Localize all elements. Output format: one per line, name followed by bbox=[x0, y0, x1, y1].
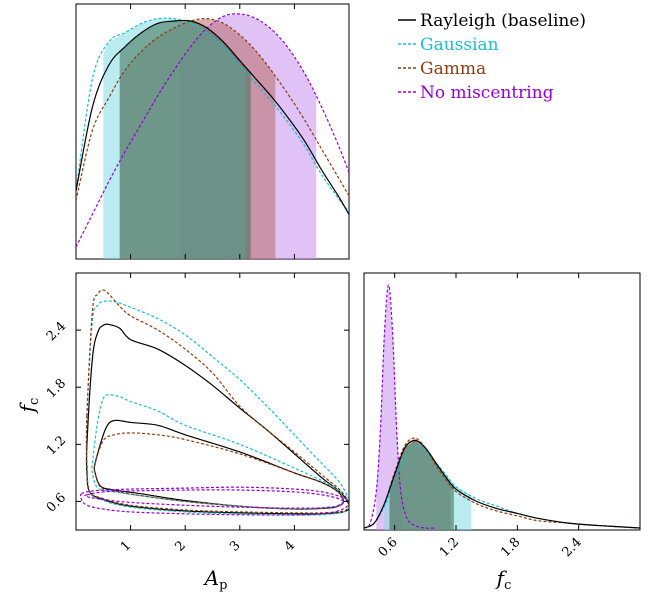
gaussian-contour-2 bbox=[85, 300, 349, 516]
x-axis-label-A_p: Ap bbox=[203, 566, 228, 593]
legend-label-rayleigh-baseline: Rayleigh (baseline) bbox=[420, 11, 586, 31]
gamma-contour-1 bbox=[93, 432, 345, 510]
x-tick-label-f-c-2: 1.8 bbox=[498, 535, 523, 560]
no-miscentring-contour-2 bbox=[79, 486, 349, 516]
legend-label-gamma: Gamma bbox=[420, 59, 486, 79]
rayleigh-baseline-pdf-curve bbox=[364, 439, 640, 529]
x-tick-label-a-p-0: 1 bbox=[118, 538, 134, 554]
no-miscentring-contour-1 bbox=[84, 489, 345, 509]
legend-label-no-miscentring: No miscentring bbox=[420, 83, 554, 103]
rayleigh-baseline-credible-interval bbox=[119, 20, 251, 259]
gaussian-pdf-curve bbox=[76, 17, 349, 213]
x-tick-label-a-p-2: 3 bbox=[227, 538, 243, 554]
A_p-marginal-ticks bbox=[130, 4, 295, 259]
no-miscentring-pdf-curve bbox=[364, 284, 436, 529]
x-tick-label-f-c-3: 2.4 bbox=[560, 535, 585, 560]
x-tick-label-f-c-1: 1.2 bbox=[437, 535, 462, 560]
joint-contours bbox=[79, 289, 349, 516]
f_c-credible-intervals bbox=[376, 286, 472, 530]
x-tick-label-a-p-1: 2 bbox=[172, 538, 188, 554]
y-tick-label-f-c-2: 1.8 bbox=[44, 376, 69, 401]
rayleigh-baseline-contour-2 bbox=[85, 323, 349, 515]
f_c-marginal-frame bbox=[363, 272, 641, 531]
gaussian-contour-1 bbox=[91, 394, 345, 510]
joint-ticks: 1 2 3 4 0.6 1.2 1.8 2.4 bbox=[44, 273, 349, 555]
y-axis-label-f_c: fc bbox=[15, 398, 42, 415]
joint-contour-panel: 1 2 3 4 0.6 1.2 1.8 2.4 bbox=[44, 272, 350, 555]
y-tick-label-f-c-0: 0.6 bbox=[44, 490, 69, 515]
A_p-pdf-curves bbox=[76, 13, 349, 248]
no-miscentring-credible-interval bbox=[376, 286, 402, 530]
x-tick-label-a-p-3: 4 bbox=[282, 538, 298, 554]
f_c-marginal-panel: 0.6 1.2 1.8 2.4 bbox=[363, 272, 641, 560]
rayleigh-baseline-pdf-curve bbox=[76, 19, 349, 215]
rayleigh-baseline-credible-interval bbox=[389, 440, 454, 530]
y-tick-label-f-c-1: 1.2 bbox=[44, 433, 69, 458]
joint-contour-frame bbox=[75, 272, 350, 531]
y-tick-label-f-c-3: 2.4 bbox=[44, 319, 69, 344]
no-miscentring-pdf-curve bbox=[76, 13, 349, 248]
legend-label-gaussian: Gaussian bbox=[420, 35, 499, 55]
A_p-credible-intervals bbox=[103, 14, 317, 259]
f_c-pdf-curves bbox=[364, 284, 640, 529]
x-axis-label-f_c: fc bbox=[495, 566, 512, 593]
legend: Rayleigh (baseline) Gaussian Gamma No misce… bbox=[398, 11, 586, 103]
gamma-pdf-curve bbox=[76, 17, 349, 201]
A_p-marginal-panel bbox=[75, 3, 350, 260]
x-tick-label-f-c-0: 0.6 bbox=[376, 535, 401, 560]
gamma-contour-2 bbox=[85, 289, 349, 514]
